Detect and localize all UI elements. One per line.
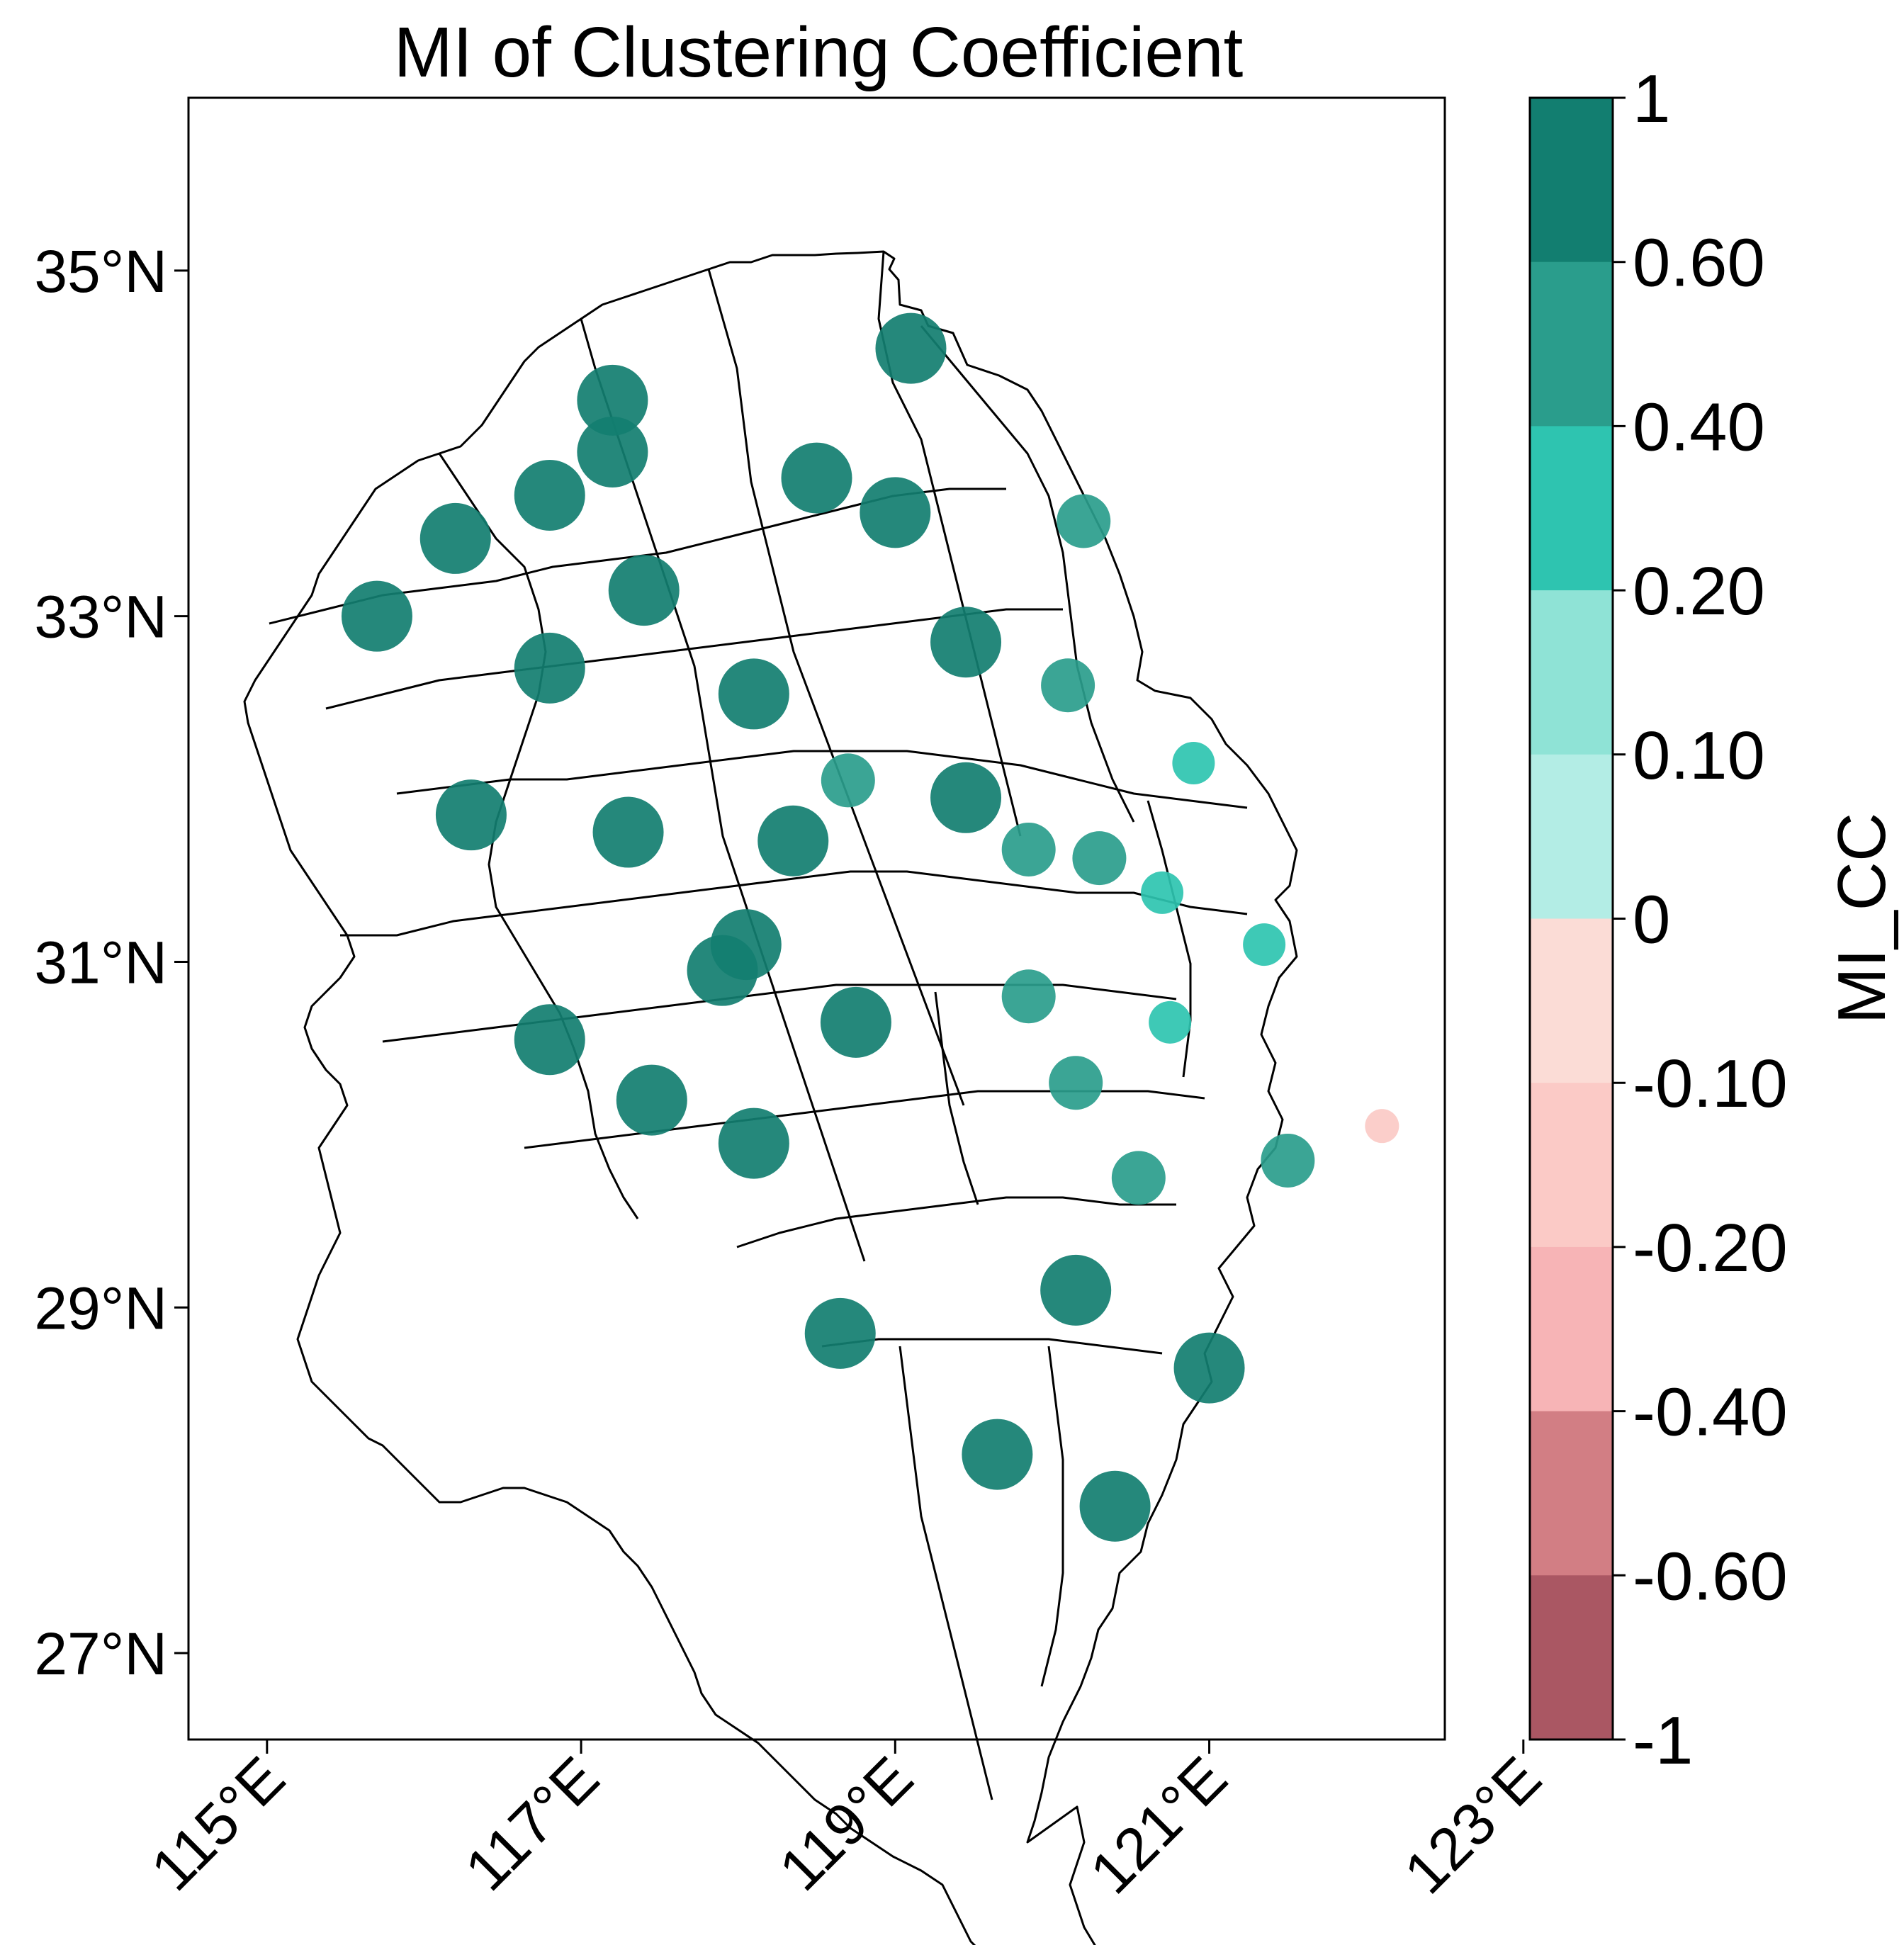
colorbar-tick-label: 0.20 — [1633, 553, 1765, 629]
y-tick-label: 33°N — [34, 584, 167, 650]
internal-boundary — [821, 1338, 1163, 1355]
city-marker — [514, 1004, 585, 1076]
city-marker — [1172, 741, 1215, 784]
colorbar-bin — [1530, 754, 1613, 919]
y-tick-label: 35°N — [34, 238, 167, 305]
chart-title: MI of Clustering Coefficient — [394, 13, 1244, 92]
x-tick-label: 115°E — [138, 1744, 298, 1903]
city-marker — [1072, 831, 1127, 886]
city-marker — [419, 502, 491, 574]
internal-boundary — [736, 1196, 1176, 1248]
city-marker — [962, 1419, 1033, 1490]
internal-boundary — [920, 325, 1135, 823]
colorbar-tick-label: 1 — [1633, 61, 1670, 137]
colorbar-tick-label: 0 — [1633, 882, 1670, 958]
colorbar-bin — [1530, 261, 1613, 427]
city-marker — [616, 1064, 687, 1136]
internal-boundary — [325, 608, 1063, 710]
city-marker — [1041, 658, 1095, 713]
internal-boundary — [1040, 1346, 1064, 1687]
colorbar-tick-label: -0.60 — [1633, 1538, 1788, 1614]
city-marker — [1149, 1000, 1192, 1044]
colorbar-tick-label: -0.20 — [1633, 1210, 1788, 1286]
city-marker — [875, 312, 947, 384]
colorbar: 1 0.60 0.40 0.20 0.10 0 -0.10 -0.20 -0.40 -0.60 -1… — [1528, 61, 1900, 1778]
colorbar-bin — [1530, 590, 1613, 755]
x-axis: 115°E 117°E 119°E 121°E 123°E — [138, 1740, 1554, 1906]
city-marker — [1079, 1470, 1151, 1542]
internal-boundary — [382, 983, 1177, 1043]
internal-boundary — [396, 750, 1248, 809]
colorbar-bin — [1530, 98, 1613, 263]
city-marker — [804, 1297, 876, 1369]
city-marker — [687, 935, 758, 1006]
plot-frame — [187, 96, 1446, 1741]
city-marker — [930, 762, 1002, 833]
x-tick-label: 123°E — [1392, 1744, 1554, 1906]
city-marker — [930, 607, 1002, 678]
city-marker — [577, 364, 648, 436]
city-marker — [1049, 1056, 1103, 1110]
city-marker — [821, 753, 875, 808]
city-marker — [1243, 923, 1286, 966]
city-marker — [514, 632, 585, 704]
city-marker — [1057, 494, 1111, 548]
colorbar-tick-label: 0.60 — [1633, 225, 1765, 301]
y-axis: 35°N 33°N 31°N 29°N 27°N — [34, 238, 188, 1687]
colorbar-bin — [1530, 1083, 1613, 1248]
colorbar-bin — [1530, 918, 1613, 1083]
city-marker — [608, 555, 680, 626]
city-marker — [341, 580, 412, 652]
city-marker — [1001, 822, 1056, 876]
city-marker — [1141, 871, 1184, 914]
map-plot-area — [243, 250, 1399, 1945]
city-marker — [718, 1107, 789, 1179]
colorbar-tick-label: -0.40 — [1633, 1375, 1788, 1450]
y-tick-label: 29°N — [34, 1275, 167, 1341]
x-tick-label: 119°E — [767, 1744, 926, 1903]
internal-boundary — [438, 453, 639, 1219]
y-tick-label: 31°N — [34, 929, 167, 996]
region-outline — [243, 250, 1298, 1945]
colorbar-bin — [1530, 1246, 1613, 1412]
internal-boundary — [934, 991, 979, 1205]
colorbar-tick-label: 0.10 — [1633, 718, 1765, 794]
internal-boundary — [580, 318, 866, 1262]
city-marker — [1365, 1109, 1399, 1144]
internal-boundary — [340, 870, 1248, 937]
city-marker — [1111, 1151, 1166, 1205]
city-marker — [1001, 969, 1056, 1024]
colorbar-tick-label: 0.40 — [1633, 389, 1765, 465]
city-marker — [757, 805, 829, 876]
colorbar-bin — [1530, 426, 1613, 591]
city-marker — [860, 477, 931, 548]
city-marker — [1173, 1332, 1245, 1404]
colorbar-bin — [1530, 1575, 1613, 1740]
internal-boundary — [707, 269, 965, 1106]
city-marker — [592, 796, 664, 868]
city-marker — [718, 658, 789, 730]
colorbar-tick-label: -1 — [1633, 1703, 1693, 1778]
colorbar-tick-label: -0.10 — [1633, 1046, 1788, 1122]
internal-boundary — [899, 1346, 993, 1800]
city-marker — [435, 779, 507, 851]
city-marker — [820, 986, 891, 1058]
x-tick-label: 117°E — [452, 1744, 612, 1903]
city-marker — [577, 416, 648, 487]
province-boundaries — [243, 250, 1298, 1945]
colorbar-bin — [1530, 1411, 1613, 1576]
point-layer — [341, 312, 1399, 1542]
x-tick-label: 121°E — [1077, 1744, 1239, 1906]
city-marker — [514, 459, 585, 531]
city-marker — [781, 442, 852, 514]
city-marker — [1261, 1133, 1315, 1188]
city-marker — [1040, 1254, 1112, 1326]
colorbar-label: MI_CC — [1824, 813, 1900, 1025]
y-tick-label: 27°N — [34, 1620, 167, 1687]
